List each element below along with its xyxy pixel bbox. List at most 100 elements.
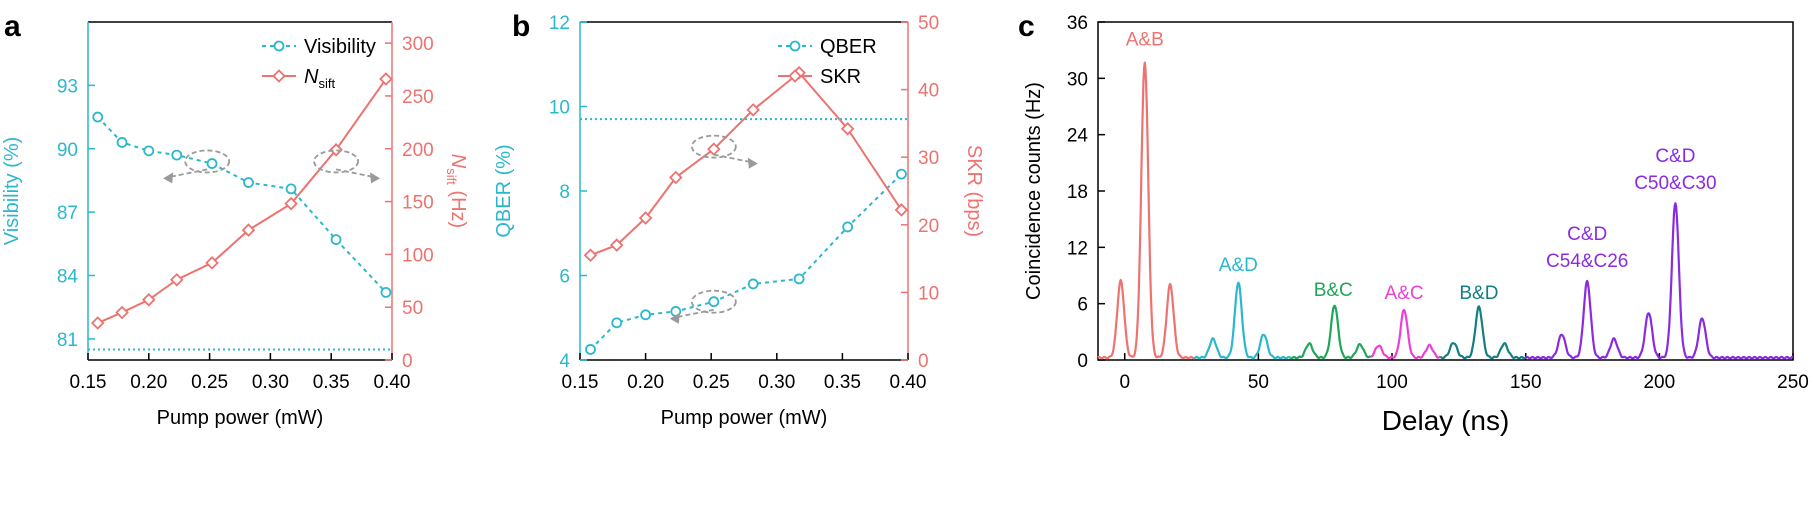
- data-point: [746, 103, 760, 117]
- left-y-tick-label: 81: [57, 330, 78, 351]
- coincidence-trace-magenta: [1370, 308, 1441, 360]
- axis-indicator-ellipse: [690, 289, 737, 314]
- legend-label-sub: sift: [318, 76, 335, 91]
- x-tick-label: 0.30: [252, 372, 289, 393]
- left-y-tick-label: 8: [559, 182, 570, 203]
- arrow-head-icon: [669, 312, 680, 324]
- legend-label: Nsift: [304, 66, 335, 91]
- panel-label: a: [4, 10, 21, 43]
- series-line-visibility: [97, 116, 387, 294]
- x-tick-label: 0.40: [374, 372, 411, 393]
- data-point: [171, 149, 183, 161]
- peak-annotation: C&D: [1567, 224, 1607, 245]
- right-y-tick-label: 0: [918, 351, 929, 372]
- x-tick-label: 0.15: [70, 372, 107, 393]
- x-tick-label: 0.40: [890, 372, 927, 393]
- left-y-tick-label: 87: [57, 203, 78, 224]
- right-y-tick-label: 20: [918, 216, 939, 237]
- right-y-tick-label: 200: [402, 140, 434, 161]
- data-point: [206, 158, 218, 169]
- right-y-label-main: N: [447, 154, 469, 169]
- data-point: [379, 72, 393, 86]
- x-tick-label: 200: [1643, 372, 1675, 393]
- coincidence-trace-cyan: [1193, 281, 1292, 360]
- right-y-label-sub: sift: [444, 168, 459, 185]
- legend-label: SKR: [820, 66, 861, 88]
- axis-indicator-ellipse: [690, 134, 737, 159]
- peak-annotation: A&C: [1385, 283, 1424, 304]
- data-point: [169, 272, 184, 287]
- legend-label: Visibility: [304, 36, 376, 58]
- right-y-tick-label: 50: [402, 298, 423, 319]
- y-tick-label: 18: [1067, 182, 1088, 203]
- data-point: [842, 221, 854, 233]
- x-tick-label: 50: [1248, 372, 1269, 393]
- y-tick-label: 24: [1067, 126, 1089, 147]
- legend-label-main: N: [304, 66, 319, 88]
- data-point: [793, 273, 805, 285]
- peak-annotation: C50&C30: [1634, 173, 1716, 194]
- data-point: [611, 317, 623, 329]
- left-y-tick-label: 93: [57, 76, 78, 97]
- coincidence-trace-green: [1290, 304, 1372, 360]
- legend-marker: [788, 69, 802, 83]
- left-y-axis-label: Visibility (%): [1, 137, 23, 246]
- data-point: [609, 238, 624, 252]
- y-tick-label: 30: [1067, 69, 1088, 90]
- left-y-tick-label: 90: [57, 140, 78, 161]
- panel-b: b 0.15 0.20 0.25 0.30 0.35 0.40 Pump power (mW)…: [493, 10, 985, 429]
- data-point: [380, 286, 392, 298]
- x-tick-label: 150: [1510, 372, 1542, 393]
- x-tick-label: 0.30: [758, 372, 795, 393]
- series-line-skr: [590, 71, 903, 257]
- right-y-tick-label: 50: [918, 13, 939, 34]
- axis-indicator-arrow: [335, 168, 377, 179]
- data-point: [747, 278, 759, 290]
- data-point: [90, 316, 105, 330]
- data-point: [142, 293, 156, 307]
- data-point: [115, 305, 129, 320]
- data-point: [707, 142, 721, 156]
- left-y-tick-label: 6: [559, 267, 570, 288]
- left-y-tick-label: 84: [57, 267, 79, 288]
- data-point: [583, 248, 598, 262]
- x-tick-label: 0: [1119, 372, 1130, 393]
- right-y-tick-label: 10: [918, 283, 939, 304]
- legend-marker: [272, 69, 286, 83]
- arrow-head-icon: [370, 172, 381, 184]
- left-y-tick-label: 10: [549, 98, 570, 119]
- right-y-axis-label: Nsift (Hz): [444, 154, 469, 228]
- panel-label: b: [512, 10, 530, 43]
- x-tick-label: 250: [1777, 372, 1809, 393]
- data-point: [894, 203, 909, 217]
- right-y-tick-label: 150: [402, 193, 434, 214]
- coincidence-trace-red: [1097, 61, 1200, 360]
- left-y-axis-label: QBER (%): [493, 144, 515, 237]
- axis-indicator-arrow: [166, 168, 208, 179]
- right-y-tick-label: 30: [918, 148, 939, 169]
- y-axis-label: Coincidence counts (Hz): [1023, 82, 1045, 300]
- right-y-tick-label: 250: [402, 87, 434, 108]
- axis-indicator-arrow: [673, 308, 715, 319]
- peak-annotation: A&D: [1219, 255, 1258, 276]
- right-y-label-unit: (Hz): [447, 185, 469, 228]
- x-tick-label: 100: [1376, 372, 1408, 393]
- coincidence-trace-purple: [1525, 202, 1794, 360]
- x-tick-label: 0.15: [562, 372, 599, 393]
- series-line-qber: [589, 173, 903, 351]
- axis-indicator-ellipse: [184, 149, 231, 174]
- y-tick-label: 6: [1077, 295, 1088, 316]
- peak-annotation: B&D: [1459, 283, 1498, 304]
- data-point: [205, 256, 219, 270]
- y-tick-label: 0: [1077, 351, 1088, 372]
- arrow-head-icon: [747, 157, 758, 169]
- peak-annotation: B&C: [1314, 280, 1353, 301]
- x-tick-label: 0.20: [130, 372, 167, 393]
- axis-indicator-arrow: [713, 153, 755, 164]
- data-point: [640, 309, 651, 321]
- data-point: [116, 137, 128, 148]
- coincidence-trace-teal: [1439, 305, 1527, 360]
- x-tick-label: 0.35: [824, 372, 861, 393]
- x-axis-label: Pump power (mW): [661, 407, 828, 429]
